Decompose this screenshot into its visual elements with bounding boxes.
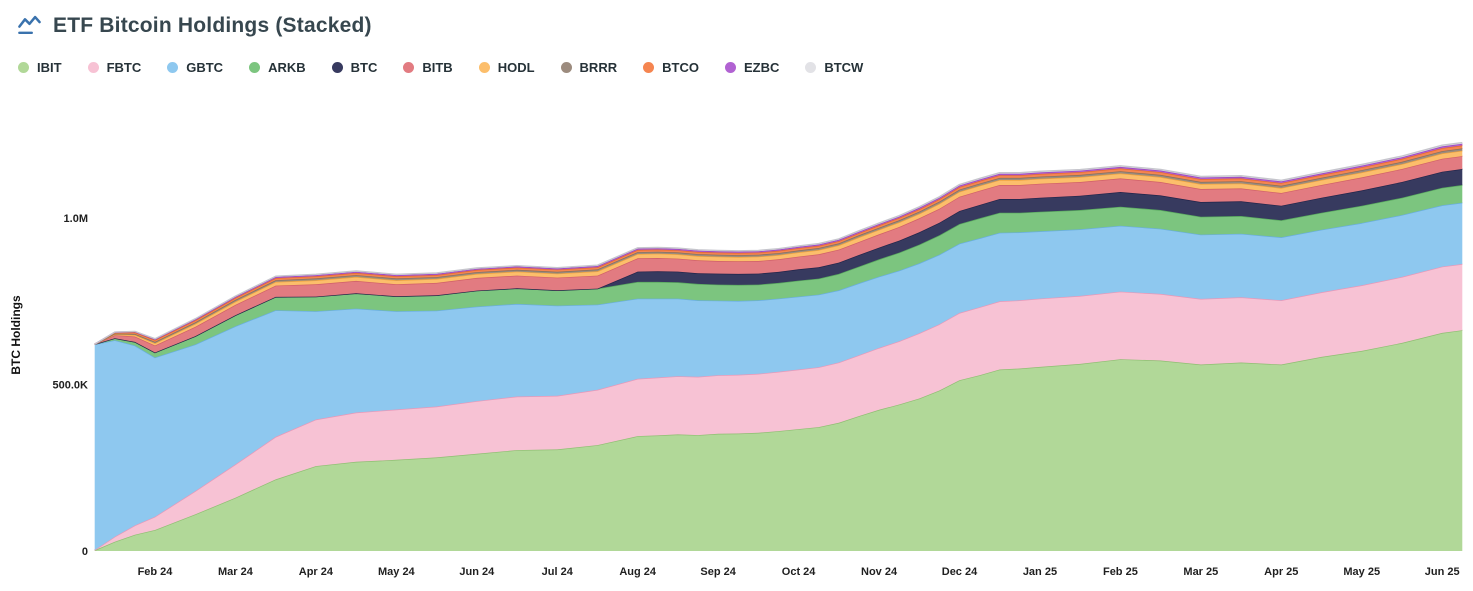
legend-label: IBIT (37, 60, 62, 75)
legend-label: EZBC (743, 60, 780, 75)
legend-label: FBTC (106, 60, 142, 75)
area-gbtc[interactable] (94, 202, 1463, 550)
legend-item-btco[interactable]: BTCO (643, 60, 699, 75)
y-tick-label: 1.0M (64, 213, 88, 225)
legend-label: ARKB (268, 60, 306, 75)
legend-label: HODL (497, 60, 535, 75)
legend-label: BITB (422, 60, 453, 75)
page-title: ETF Bitcoin Holdings (Stacked) (53, 13, 372, 37)
x-tick-label: Jun 25 (1425, 566, 1460, 578)
x-tick-label: Feb 25 (1103, 566, 1138, 578)
area-ibit[interactable] (94, 330, 1463, 551)
legend-dot-btc (331, 62, 343, 73)
x-tick-label: Oct 24 (782, 566, 817, 578)
y-axis-title: BTC Holdings (9, 295, 23, 375)
y-tick-label: 0 (82, 546, 88, 558)
legend-dot-hodl (478, 62, 490, 73)
x-tick-label: Feb 24 (138, 566, 174, 578)
x-tick-label: Jan 25 (1023, 566, 1057, 578)
legend-item-gbtc[interactable]: GBTC (167, 60, 223, 75)
legend-label: BRRR (579, 60, 618, 75)
x-tick-label: Mar 25 (1183, 566, 1218, 578)
legend-item-hodl[interactable]: HODL (478, 60, 535, 75)
x-tick-label: Apr 24 (299, 566, 334, 578)
chart-legend: IBIT FBTC GBTC ARKB BTC BITB HODL BRRR BTCO EZBC B… (18, 60, 863, 75)
legend-item-ibit[interactable]: IBIT (18, 60, 62, 75)
legend-item-fbtc[interactable]: FBTC (87, 60, 142, 75)
legend-item-bitb[interactable]: BITB (403, 60, 453, 75)
legend-item-btcw[interactable]: BTCW (805, 60, 863, 75)
legend-dot-btco (643, 62, 655, 73)
legend-dot-ezbc (724, 62, 736, 73)
x-tick-label: Jul 24 (542, 566, 574, 578)
stacked-area-chart[interactable]: 0 500.0K 1.0M Feb 24 Mar 24 Apr 24 May 24 Jun 2… (0, 85, 1473, 591)
x-tick-label: Dec 24 (942, 566, 978, 578)
x-tick-label: Jun 24 (459, 566, 495, 578)
legend-item-btc[interactable]: BTC (331, 60, 378, 75)
x-tick-label: Apr 25 (1264, 566, 1298, 578)
legend-label: BTC (350, 60, 378, 75)
legend-label: BTCW (824, 60, 864, 75)
legend-item-arkb[interactable]: ARKB (249, 60, 306, 75)
legend-dot-bitb (403, 62, 415, 73)
legend-dot-fbtc (87, 62, 99, 73)
legend-dot-gbtc (167, 62, 179, 73)
legend-item-brrr[interactable]: BRRR (560, 60, 618, 75)
chart-header: ETF Bitcoin Holdings (Stacked) (16, 12, 372, 39)
legend-dot-brrr (560, 62, 572, 73)
x-tick-label: Nov 24 (861, 566, 898, 578)
line-btcw (94, 141, 1463, 345)
legend-item-ezbc[interactable]: EZBC (724, 60, 780, 75)
x-tick-label: Aug 24 (619, 566, 657, 578)
chart-area[interactable]: 0 500.0K 1.0M Feb 24 Mar 24 Apr 24 May 24 Jun 2… (0, 85, 1473, 591)
y-tick-label: 500.0K (53, 380, 89, 392)
area-chart-icon (16, 12, 43, 39)
legend-label: BTCO (662, 60, 699, 75)
legend-label: GBTC (186, 60, 224, 75)
area-fbtc[interactable] (94, 264, 1463, 551)
legend-dot-btcw (805, 62, 817, 73)
x-tick-label: Sep 24 (700, 566, 736, 578)
x-tick-label: May 24 (378, 566, 416, 578)
x-tick-label: Mar 24 (218, 566, 254, 578)
x-tick-label: May 25 (1343, 566, 1380, 578)
legend-dot-ibit (18, 62, 29, 73)
legend-dot-arkb (249, 62, 261, 73)
